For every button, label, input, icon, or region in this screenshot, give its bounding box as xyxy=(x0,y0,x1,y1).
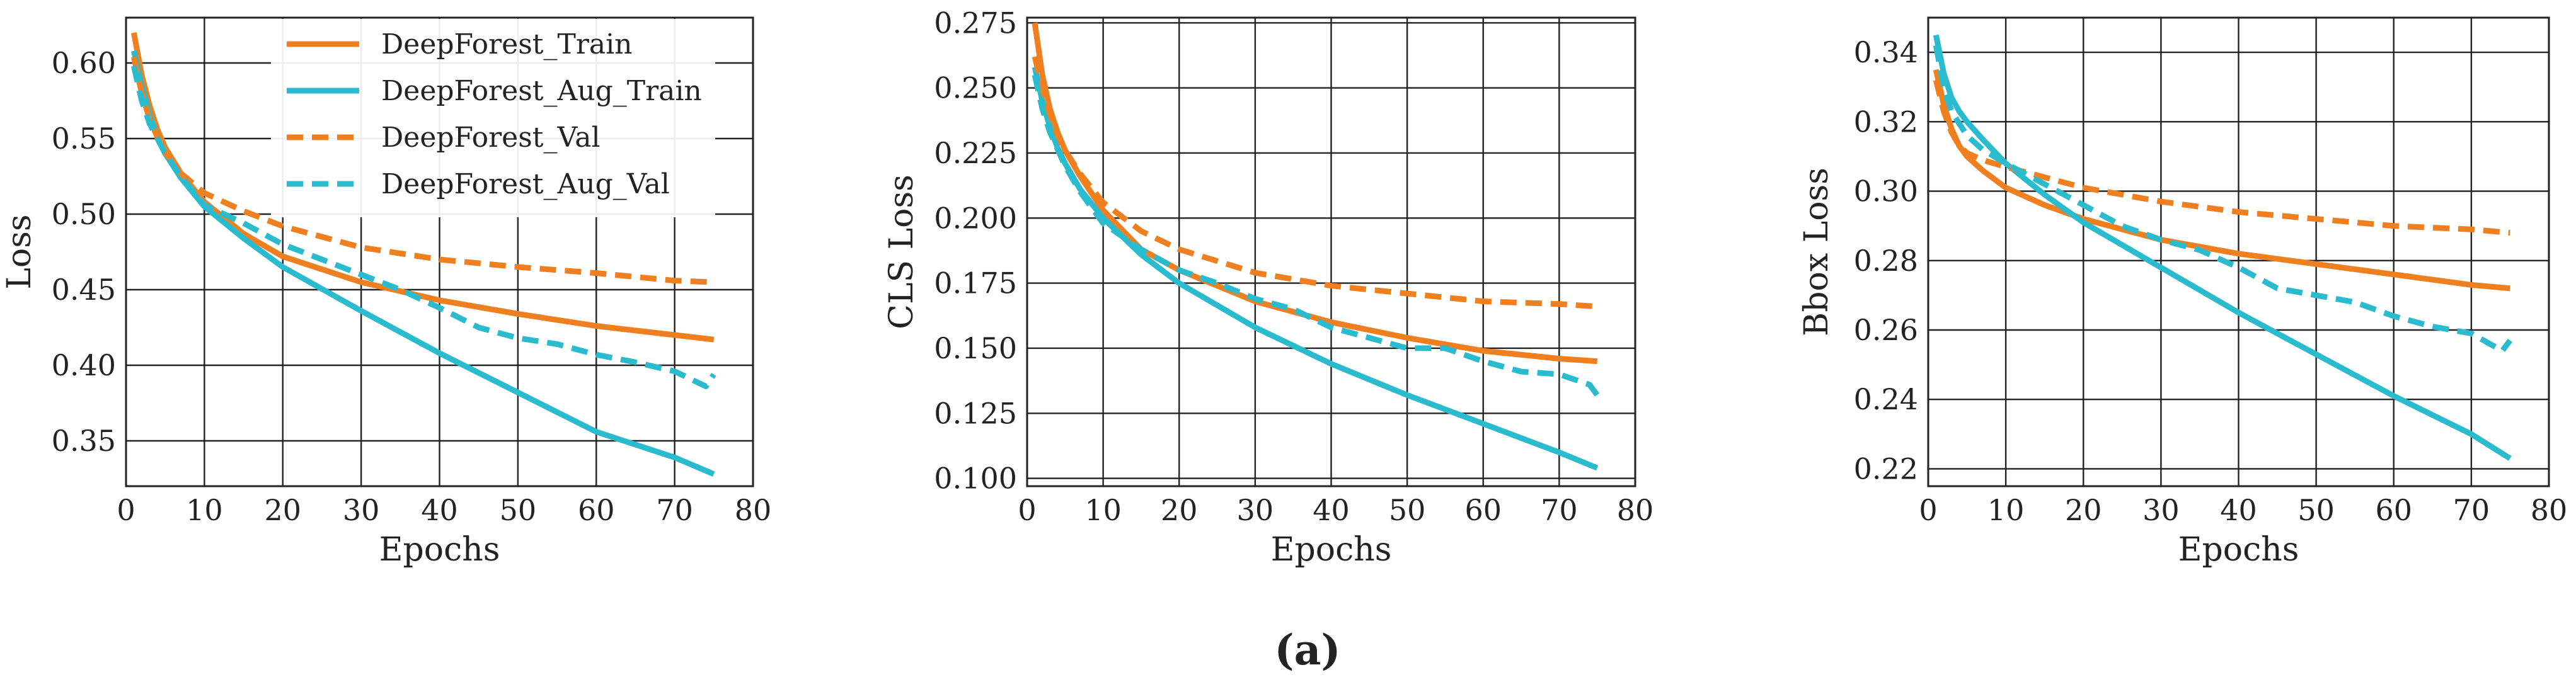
y-tick-label: 0.34 xyxy=(1854,35,1918,69)
plot-frame xyxy=(1927,16,2550,487)
x-tick-label: 30 xyxy=(343,493,380,527)
plot-frame xyxy=(125,16,754,487)
loss-chart: 0 10 20 30 40 50 60 70 80 0.35 0.40 0.45 0.50 0.55 0.6… xyxy=(1,16,772,569)
x-axis-label: Epochs xyxy=(2178,531,2299,569)
x-axis-label: Epochs xyxy=(1271,531,1392,569)
x-tick-label: 80 xyxy=(1617,493,1654,527)
y-tick-label: 0.22 xyxy=(1854,452,1918,486)
x-tick-label: 70 xyxy=(1541,493,1578,527)
x-tick-label: 30 xyxy=(1237,493,1274,527)
series-line-deepforest-aug-val xyxy=(1933,45,2513,354)
x-tick-label: 50 xyxy=(2297,493,2335,527)
y-tick-label: 0.250 xyxy=(934,71,1017,105)
series-line-deepforest-val xyxy=(131,56,714,285)
y-tick-label: 0.24 xyxy=(1854,382,1918,416)
x-tick-label: 50 xyxy=(1389,493,1426,527)
y-axis-label: CLS Loss xyxy=(883,174,921,329)
series-line-deepforest-aug-val xyxy=(1032,74,1600,397)
y-tick-label: 0.28 xyxy=(1854,244,1918,278)
x-tick-label: 10 xyxy=(1084,493,1122,527)
x-tick-label: 10 xyxy=(186,493,223,527)
x-axis-label: Epochs xyxy=(379,531,500,569)
legend-label-deepforest-aug-train: DeepForest_Aug_Train xyxy=(381,75,702,107)
x-tick-label: 20 xyxy=(1161,493,1198,527)
series-line-deepforest-aug-train xyxy=(1933,34,2512,461)
x-tick-label: 70 xyxy=(2453,493,2490,527)
series-line-deepforest-val xyxy=(1032,55,1598,310)
x-tick-label: 80 xyxy=(735,493,772,527)
x-tick-label: 50 xyxy=(500,493,537,527)
y-tick-label: 0.225 xyxy=(934,136,1017,170)
y-tick-label: 0.150 xyxy=(934,331,1017,365)
x-tick-label: 20 xyxy=(264,493,301,527)
y-axis-label: Loss xyxy=(1,214,38,289)
y-tick-label: 0.60 xyxy=(52,46,116,80)
y-tick-label: 0.200 xyxy=(934,201,1017,235)
legend: DeepForest_Train DeepForest_Aug_Train Deep… xyxy=(271,19,715,217)
y-tick-label: 0.45 xyxy=(52,273,116,307)
y-axis-label: Bbox Loss xyxy=(1798,168,1836,336)
series-line-deepforest-aug-train xyxy=(131,50,715,477)
y-tick-label: 0.40 xyxy=(52,348,116,382)
series-line-deepforest-val xyxy=(1933,79,2510,236)
x-tick-label: 0 xyxy=(117,493,135,527)
x-tick-label: 60 xyxy=(1464,493,1502,527)
x-tick-label: 40 xyxy=(1313,493,1350,527)
x-tick-label: 40 xyxy=(421,493,458,527)
x-tick-label: 30 xyxy=(2142,493,2180,527)
legend-label-deepforest-aug-val: DeepForest_Aug_Val xyxy=(381,168,670,200)
y-tick-label: 0.55 xyxy=(52,122,116,156)
y-tick-label: 0.26 xyxy=(1854,313,1918,347)
y-tick-label: 0.125 xyxy=(934,396,1017,430)
bbox-loss-chart: 0 10 20 30 40 50 60 70 80 0.22 0.24 0.26 0.28 0.30 0.3… xyxy=(1798,16,2568,569)
y-tick-label: 0.30 xyxy=(1854,174,1918,208)
y-tick-label: 0.50 xyxy=(52,197,116,231)
x-tick-label: 60 xyxy=(578,493,615,527)
x-tick-label: 70 xyxy=(656,493,693,527)
x-tick-label: 10 xyxy=(1987,493,2025,527)
cls-loss-chart: 0 10 20 30 40 50 60 70 80 0.100 0.125 0.150 0.175 0.2… xyxy=(883,6,1653,569)
series-line-deepforest-aug-val xyxy=(131,65,716,390)
y-tick-label: 0.175 xyxy=(934,266,1017,300)
x-tick-label: 0 xyxy=(1919,493,1937,527)
y-tick-label: 0.100 xyxy=(934,462,1017,496)
y-tick-label: 0.275 xyxy=(934,6,1017,40)
legend-label-deepforest-val: DeepForest_Val xyxy=(381,122,601,154)
x-tick-label: 20 xyxy=(2065,493,2102,527)
x-tick-label: 0 xyxy=(1018,493,1036,527)
x-tick-label: 60 xyxy=(2375,493,2412,527)
legend-label-deepforest-train: DeepForest_Train xyxy=(381,28,633,60)
plot-frame xyxy=(1026,16,1636,487)
series-line-deepforest-aug-train xyxy=(1032,66,1599,471)
x-tick-label: 80 xyxy=(2531,493,2568,527)
series-line-deepforest-train xyxy=(1032,22,1598,365)
figure-caption: (a) xyxy=(1274,625,1340,674)
y-tick-label: 0.32 xyxy=(1854,105,1918,139)
y-tick-label: 0.35 xyxy=(52,424,116,458)
x-tick-label: 40 xyxy=(2220,493,2257,527)
